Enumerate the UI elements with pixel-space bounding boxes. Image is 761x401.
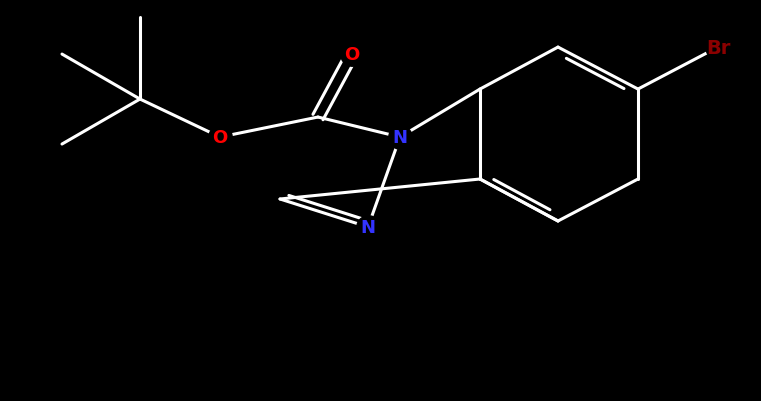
Text: O: O — [345, 46, 360, 64]
Text: O: O — [212, 129, 228, 147]
Text: Br: Br — [705, 38, 731, 57]
Text: N: N — [393, 129, 407, 147]
Text: N: N — [361, 219, 375, 237]
